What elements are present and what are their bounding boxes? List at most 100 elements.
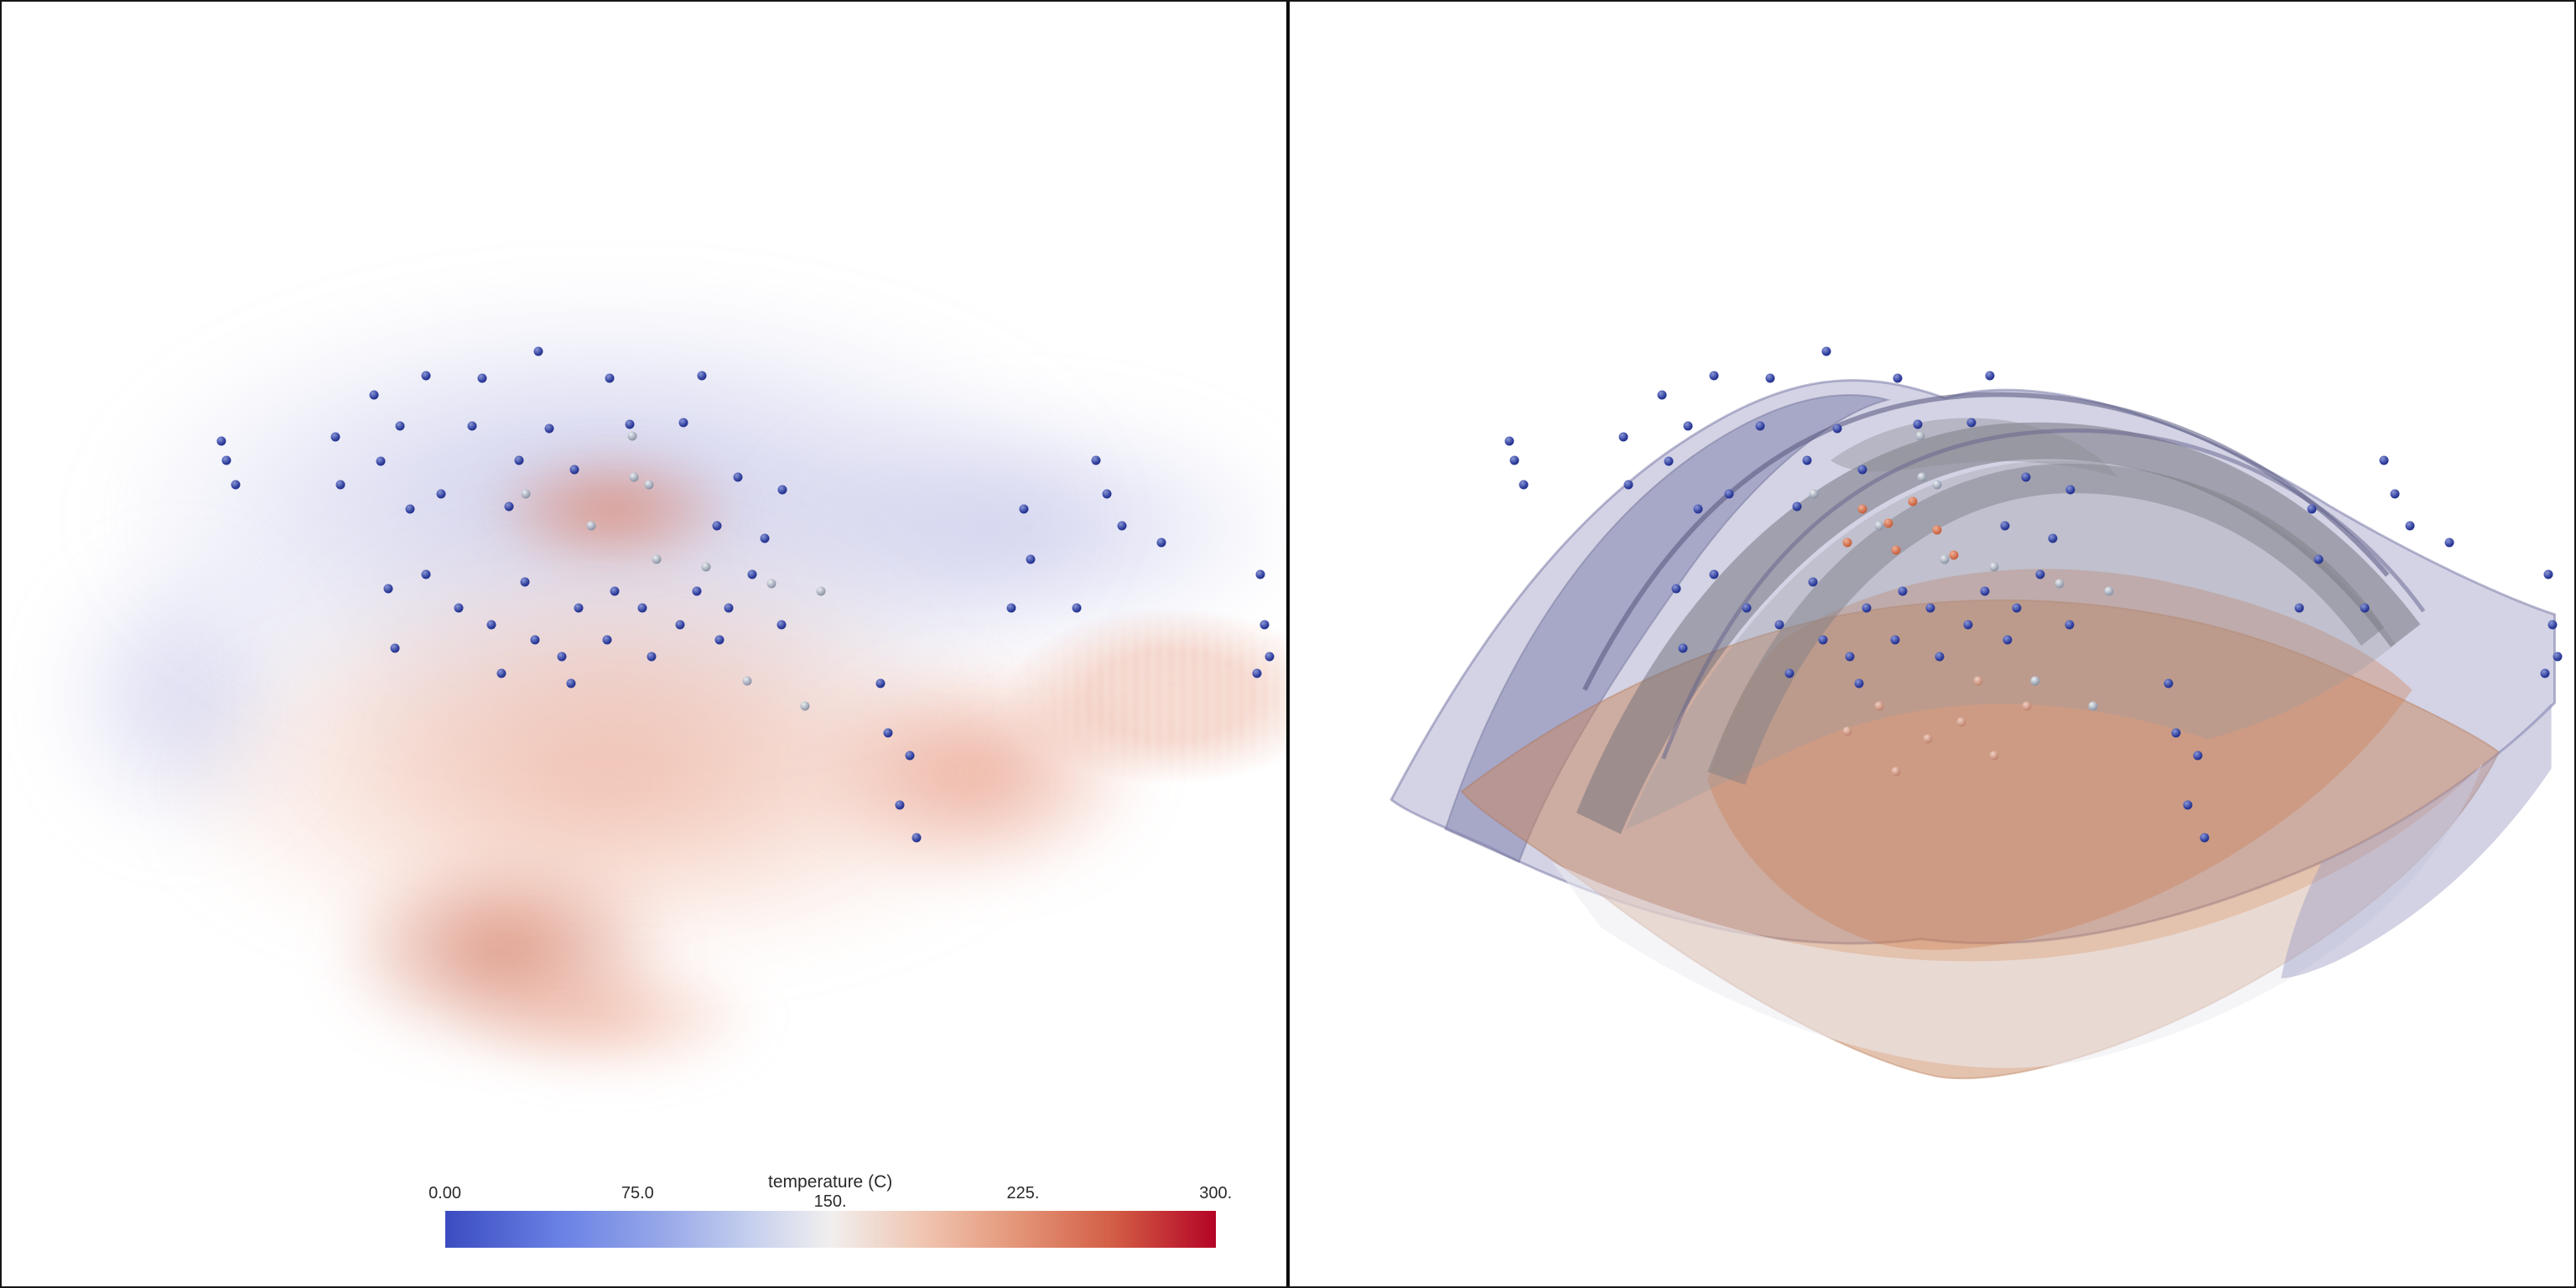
data-point (2444, 538, 2454, 548)
color-legend[interactable]: temperature (C) 0.00 75.0 150. 225. 300. (428, 1172, 1232, 1249)
data-point (1989, 750, 1999, 761)
data-point (1908, 496, 1918, 506)
data-point (652, 554, 662, 564)
data-point (1874, 521, 1884, 531)
data-point (1857, 465, 1867, 475)
data-point (486, 620, 496, 630)
data-point (1623, 480, 1633, 490)
data-point (231, 480, 241, 490)
data-point (1265, 652, 1275, 662)
data-point (2193, 750, 2203, 761)
data-point (1809, 489, 1819, 499)
data-point (521, 489, 531, 499)
data-point (1117, 521, 1127, 531)
data-point (421, 569, 431, 579)
data-point (1891, 545, 1901, 555)
isosurface-white-sheet (1551, 763, 2483, 1068)
data-point (1832, 423, 1842, 434)
data-point (1792, 501, 1802, 512)
data-point (504, 501, 514, 512)
data-point (1091, 455, 1101, 465)
data-point (675, 620, 685, 630)
data-point (2022, 701, 2032, 711)
data-point (2183, 800, 2193, 809)
data-point (369, 390, 379, 400)
render-view-left[interactable]: temperature (C) 0.00 75.0 150. 225. 300. (2, 2, 1286, 1286)
data-point (2065, 485, 2075, 495)
data-point (1802, 455, 1812, 465)
data-point (330, 432, 340, 442)
point-cloud-right (1290, 2, 2574, 1286)
data-point (477, 373, 487, 383)
render-view-right[interactable] (1290, 2, 2574, 1286)
volume-striped-band (1003, 605, 1286, 786)
view-splitter[interactable] (1286, 2, 1290, 1286)
data-point (2405, 521, 2415, 531)
data-point (816, 586, 826, 596)
data-point (724, 603, 734, 613)
isosurface-right-drape (2281, 703, 2552, 979)
data-point (747, 569, 757, 579)
data-point (605, 373, 615, 383)
data-point (2360, 603, 2370, 613)
data-point (1854, 678, 1864, 688)
data-point (714, 635, 724, 645)
data-point (1156, 538, 1166, 548)
data-point (1989, 562, 1999, 572)
data-point (1252, 668, 1262, 678)
data-point (1985, 371, 1995, 381)
legend-title: temperature (C) (768, 1172, 893, 1192)
data-point (1818, 635, 1828, 645)
data-point (496, 668, 506, 678)
data-point (1072, 603, 1082, 613)
data-point (697, 371, 707, 381)
data-point (800, 701, 809, 711)
data-point (1845, 652, 1855, 662)
data-point (1259, 620, 1270, 630)
data-point (436, 489, 446, 499)
data-point (625, 419, 635, 429)
data-point (1973, 676, 1983, 686)
data-point (637, 603, 647, 613)
data-point (1891, 766, 1901, 776)
legend-tick-label: 75.0 (621, 1184, 654, 1202)
volume-rendering (2, 2, 1286, 1286)
data-point (530, 635, 540, 645)
data-point (557, 652, 567, 662)
data-point (1913, 419, 1923, 429)
data-point (574, 603, 584, 613)
data-point (1724, 489, 1734, 499)
data-point (692, 586, 702, 596)
data-point (1664, 456, 1674, 466)
data-point (1808, 577, 1818, 587)
legend-tick-label: 0.00 (428, 1184, 461, 1202)
data-point (1026, 554, 1036, 564)
data-point (875, 678, 886, 688)
data-point (1618, 432, 1628, 442)
data-point (2307, 504, 2317, 514)
data-point (520, 577, 530, 587)
legend-tick-label: 150. (813, 1192, 847, 1211)
volume-salmon-tail (438, 952, 773, 1081)
data-point (1915, 431, 1925, 441)
data-point (2012, 603, 2022, 613)
data-point (2543, 569, 2553, 579)
data-point (1893, 373, 1903, 383)
data-point (1821, 346, 1831, 356)
data-point (629, 472, 639, 482)
data-point (2199, 833, 2210, 843)
data-point (1678, 643, 1688, 653)
data-point (883, 728, 893, 738)
data-point (1966, 418, 1976, 428)
data-point (1774, 620, 1784, 630)
data-point (1509, 455, 1519, 465)
data-point (766, 579, 776, 589)
data-point (2314, 554, 2324, 564)
data-point (2002, 635, 2012, 645)
data-point (1890, 635, 1900, 645)
data-point (1940, 554, 1950, 564)
isosurface-gray-band-2 (1707, 463, 2385, 786)
data-point (2048, 533, 2058, 543)
data-point (2054, 579, 2064, 589)
